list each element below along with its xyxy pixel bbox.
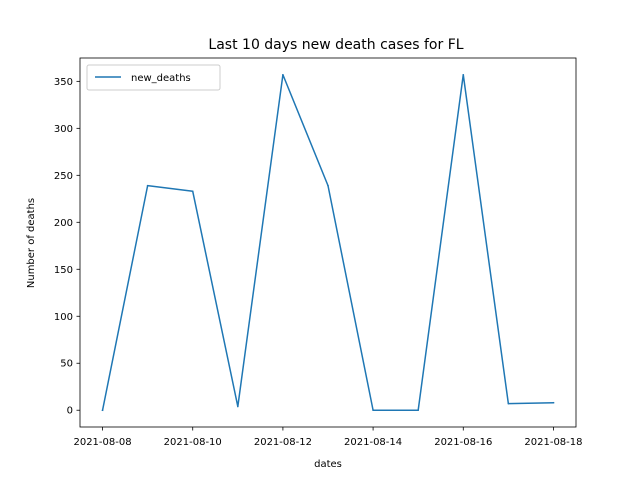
x-tick-label: 2021-08-16 xyxy=(434,437,492,448)
y-axis-label: Number of deaths xyxy=(26,198,37,288)
legend-box xyxy=(86,64,221,91)
x-tick-label: 2021-08-18 xyxy=(524,437,582,448)
y-tick-label: 0 xyxy=(67,406,73,417)
x-tick-label: 2021-08-12 xyxy=(254,437,312,448)
y-tick-label: 150 xyxy=(54,265,73,276)
legend: new_deaths xyxy=(86,64,221,91)
data-point xyxy=(327,184,329,187)
x-tick-label: 2021-08-08 xyxy=(73,437,131,448)
series-layer xyxy=(101,73,555,412)
data-point xyxy=(146,184,149,187)
x-axis-ticks: 2021-08-08 2021-08-10 2021-08-12 2021-08-14… xyxy=(73,427,583,448)
data-point xyxy=(101,409,104,412)
axes-frame xyxy=(79,57,577,428)
data-point xyxy=(191,190,194,193)
data-point xyxy=(417,409,419,412)
y-tick-label: 200 xyxy=(54,218,73,229)
x-tick-label: 2021-08-10 xyxy=(164,437,222,448)
data-point xyxy=(237,405,239,408)
y-axis-ticks: 0 50 100 150 200 250 300 350 xyxy=(54,77,80,417)
legend-label-new-deaths: new_deaths xyxy=(131,73,191,84)
y-tick-label: 100 xyxy=(54,312,73,323)
data-point xyxy=(462,73,465,76)
y-tick-label: 300 xyxy=(54,124,73,135)
data-point xyxy=(507,402,510,405)
y-tick-label: 350 xyxy=(54,77,73,88)
chart-title: Last 10 days new death cases for FL xyxy=(208,37,463,53)
x-axis-label: dates xyxy=(314,459,342,470)
plot-area: 2021-08-08 2021-08-10 2021-08-12 2021-08-14… xyxy=(54,57,583,448)
y-tick-label: 250 xyxy=(54,171,73,182)
data-point xyxy=(282,73,284,76)
data-point xyxy=(552,401,555,404)
data-point xyxy=(372,409,374,412)
y-tick-label: 50 xyxy=(60,359,73,370)
x-tick-label: 2021-08-14 xyxy=(344,437,402,448)
